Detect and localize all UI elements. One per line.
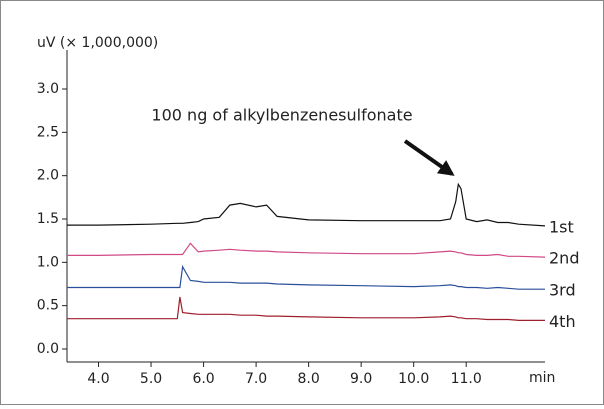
x-tick-label: 9.0 [350, 371, 372, 387]
annotation: 100 ng of alkylbenzenesulfonate [151, 106, 412, 125]
y-tick-label: 1.0 [37, 254, 59, 270]
x-tick-label: 7.0 [245, 371, 267, 387]
y-tick-label: 2.5 [37, 124, 59, 140]
series-label: 4th [549, 312, 576, 331]
y-tick-label: 2.0 [37, 168, 59, 184]
x-tick-label: 6.0 [192, 371, 214, 387]
series-line [67, 264, 545, 290]
series-line [67, 182, 546, 227]
series-label: 2nd [549, 249, 579, 268]
x-axis-label: min [529, 370, 555, 386]
annotation-arrow [403, 139, 455, 176]
x-tick-label: 5.0 [140, 371, 162, 387]
y-tick-label: 3.0 [37, 81, 59, 97]
y-tick-label: 0.0 [37, 341, 59, 357]
x-tick-label: 11.0 [451, 371, 482, 387]
y-tick-label: 1.5 [37, 211, 59, 227]
y-axis-label: uV (× 1,000,000) [37, 35, 158, 51]
y-tick-label: 0.5 [37, 298, 59, 314]
series-label: 1st [549, 217, 574, 236]
x-tick-label: 4.0 [87, 371, 109, 387]
x-tick-label: 8.0 [297, 371, 319, 387]
x-tick-label: 10.0 [398, 371, 429, 387]
series-line [67, 242, 546, 258]
series-label: 3rd [549, 281, 576, 300]
series-line [67, 296, 545, 321]
